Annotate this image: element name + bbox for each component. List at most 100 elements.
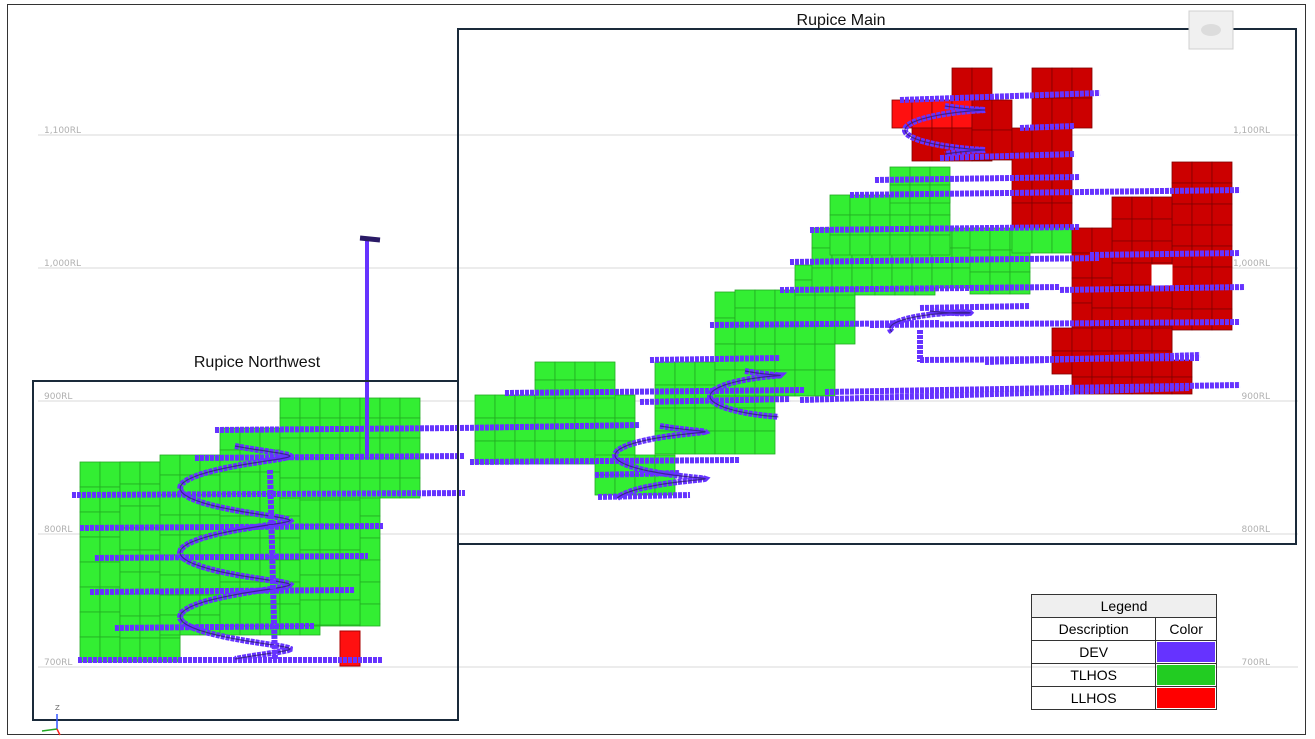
tlhos-stope bbox=[359, 559, 381, 583]
tlhos-stope bbox=[339, 397, 361, 419]
dev-drive bbox=[504, 387, 806, 396]
llhos-stope bbox=[1211, 245, 1233, 268]
tlhos-stope bbox=[614, 417, 636, 442]
dev-drive bbox=[89, 587, 356, 595]
tlhos-stope bbox=[594, 394, 616, 419]
llhos-stope bbox=[1211, 161, 1233, 184]
tlhos-stope bbox=[969, 227, 991, 251]
tlhos-stope bbox=[79, 611, 101, 638]
llhos-stope bbox=[1171, 161, 1193, 184]
legend-swatch bbox=[1155, 640, 1217, 664]
tlhos-stope bbox=[734, 289, 756, 309]
northwest-decline-edge bbox=[179, 445, 291, 660]
central-decline-edge bbox=[614, 425, 707, 499]
llhos-stope bbox=[1111, 327, 1133, 352]
tlhos-stope bbox=[99, 611, 121, 638]
legend-row-llhos: LLHOS bbox=[1030, 686, 1217, 710]
tlhos-stope bbox=[299, 499, 321, 526]
llhos-stope bbox=[1091, 289, 1113, 309]
llhos-stope bbox=[1051, 127, 1073, 154]
tlhos-stope bbox=[849, 194, 871, 216]
dev-drive bbox=[899, 90, 1101, 103]
tlhos-stope bbox=[534, 361, 556, 381]
tlhos-stope bbox=[339, 457, 361, 479]
tlhos-stope bbox=[834, 325, 856, 345]
dev-drive bbox=[194, 453, 466, 461]
tlhos-stope bbox=[574, 379, 596, 399]
mid-decline-edge bbox=[889, 310, 971, 333]
tlhos-stope bbox=[554, 417, 576, 442]
llhos-stope bbox=[1131, 262, 1153, 286]
legend-swatch bbox=[1155, 686, 1217, 710]
legend-label: LLHOS bbox=[1030, 686, 1157, 710]
dev-drive bbox=[984, 352, 1201, 365]
tlhos-stope bbox=[674, 361, 696, 386]
tlhos-stope bbox=[734, 325, 756, 345]
level-label-right: 800RL bbox=[1242, 525, 1270, 535]
rupice-northwest-title: Rupice Northwest bbox=[194, 354, 321, 371]
llhos-stope bbox=[1131, 196, 1153, 220]
llhos-stope bbox=[1031, 202, 1053, 229]
main-decline-edge bbox=[709, 370, 782, 418]
tlhos-stope bbox=[79, 486, 101, 513]
dev-drive bbox=[459, 422, 641, 431]
llhos-stope bbox=[1131, 327, 1153, 352]
tlhos-stope bbox=[299, 397, 321, 419]
tlhos-stope bbox=[951, 267, 973, 289]
level-label-left: 1,000RL bbox=[44, 259, 81, 269]
llhos-stope bbox=[1171, 203, 1193, 226]
tlhos-stope bbox=[754, 430, 776, 455]
level-label-right: 1,100RL bbox=[1233, 126, 1270, 136]
llhos-stope bbox=[1151, 196, 1173, 220]
dev-drive bbox=[874, 174, 1081, 183]
llhos-stope bbox=[1111, 218, 1133, 242]
tlhos-stope bbox=[99, 511, 121, 538]
llhos-stope bbox=[1211, 182, 1233, 205]
dev-drive bbox=[114, 623, 316, 631]
legend-row-tlhos: TLHOS bbox=[1030, 663, 1217, 687]
dev-drive bbox=[824, 382, 1241, 395]
llhos-stope bbox=[1151, 327, 1173, 352]
tlhos-stope bbox=[139, 637, 161, 661]
legend-color-header: Color bbox=[1155, 617, 1217, 641]
llhos-stope bbox=[1171, 359, 1193, 378]
tlhos-stope bbox=[139, 527, 161, 551]
tlhos-stope bbox=[534, 394, 556, 419]
tlhos-stope bbox=[911, 267, 933, 289]
tlhos-stope bbox=[359, 603, 381, 627]
tlhos-stope bbox=[554, 361, 576, 381]
llhos-stope bbox=[1111, 196, 1133, 220]
llhos-stope bbox=[991, 99, 1013, 131]
dev-drive bbox=[94, 553, 369, 561]
llhos-stope bbox=[1171, 287, 1193, 310]
dev-drive bbox=[214, 425, 461, 433]
tlhos-stope bbox=[931, 267, 953, 289]
llhos-stope bbox=[1191, 182, 1213, 205]
tlhos-stope bbox=[399, 397, 421, 419]
tlhos-stope bbox=[574, 394, 596, 419]
viewport-frame bbox=[7, 4, 1306, 735]
llhos-stope bbox=[971, 99, 993, 131]
legend-table: Legend Description Color DEV TLHOS LLHOS bbox=[1030, 594, 1217, 710]
tlhos-stope bbox=[929, 214, 951, 236]
tlhos-stope bbox=[614, 394, 636, 419]
axis-z-label: Z bbox=[55, 704, 60, 712]
tlhos-stope bbox=[1009, 271, 1031, 295]
tlhos-stope bbox=[851, 267, 873, 289]
tlhos-stope bbox=[594, 417, 616, 442]
llhos-stope bbox=[1211, 224, 1233, 247]
tlhos-stope bbox=[811, 247, 833, 269]
tlhos-stope bbox=[159, 637, 181, 661]
tlhos-stope bbox=[319, 397, 341, 419]
llhos-stope bbox=[1151, 359, 1173, 378]
tlhos-stope bbox=[279, 457, 301, 479]
view-cube-icon[interactable] bbox=[1188, 10, 1234, 50]
tlhos-stope bbox=[299, 457, 321, 479]
tlhos-stope bbox=[574, 361, 596, 381]
tlhos-stope bbox=[814, 343, 836, 371]
llhos-stope bbox=[1071, 359, 1093, 378]
dev-drive bbox=[799, 385, 1191, 403]
stope-blocks bbox=[79, 67, 1233, 667]
legend-row-dev: DEV bbox=[1030, 640, 1217, 664]
dev-drive bbox=[79, 523, 384, 531]
